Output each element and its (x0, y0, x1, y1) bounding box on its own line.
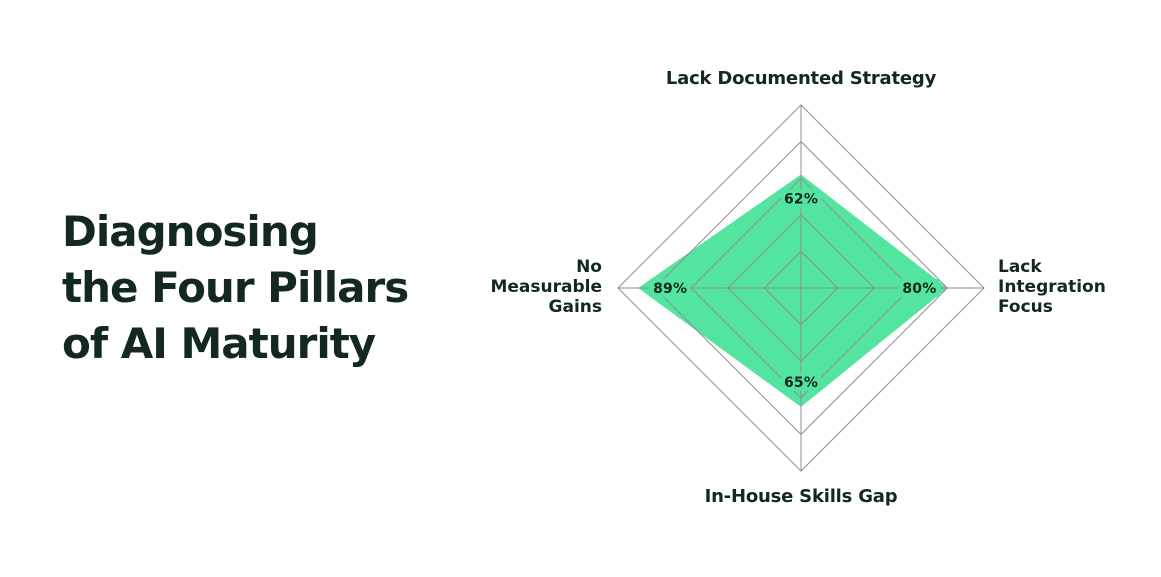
page-title-line-3: of AI Maturity (62, 319, 376, 368)
axis-label-no-measurable-gains: No Measurable Gains (490, 257, 602, 317)
value-label-backdrop (650, 279, 691, 297)
page-title-line-1: Diagnosing (62, 207, 319, 256)
axis-label-in-house-skills-gap: In-House Skills Gap (704, 486, 898, 507)
page-title-line-2: the Four Pillars (62, 263, 409, 312)
value-label-89%: 89% (653, 281, 687, 297)
value-label-backdrop (781, 189, 821, 208)
axis-label-lack-integration-focus: Lack Integration Focus (998, 257, 1106, 317)
value-label-backdrop (899, 279, 940, 297)
radar-data-polygon (638, 174, 948, 407)
page-title: Diagnosing the Four Pillars of AI Maturi… (62, 204, 409, 372)
value-label-65%: 65% (784, 375, 818, 391)
axis-label-lack-documented-strategy: Lack Documented Strategy (665, 68, 937, 89)
value-label-backdrop (781, 372, 821, 391)
value-label-62%: 62% (784, 192, 818, 208)
value-label-80%: 80% (902, 281, 936, 297)
